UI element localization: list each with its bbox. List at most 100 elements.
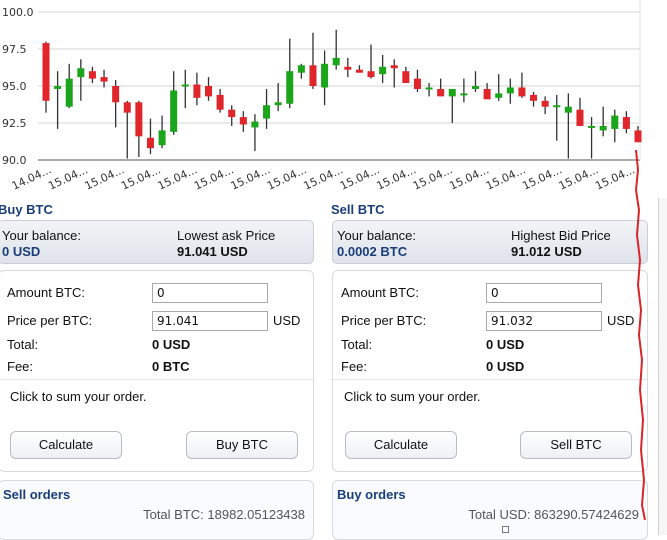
- x-tick-label: 15.04...: [557, 163, 601, 193]
- candle-body: [181, 84, 189, 87]
- sell-balance-box: Your balance: 0.0002 BTC Highest Bid Pri…: [332, 220, 648, 264]
- buy-balance-box: Your balance: 0 USD Lowest ask Price 91.…: [0, 220, 314, 264]
- x-tick-label: 15.04...: [302, 163, 346, 193]
- sell-btc-button[interactable]: Sell BTC: [520, 431, 632, 459]
- candle-body: [193, 84, 201, 98]
- y-tick-label: 100.0: [2, 6, 34, 19]
- candle-body: [170, 90, 178, 132]
- sell-amount-input[interactable]: [486, 283, 602, 303]
- candle-body: [483, 88, 491, 100]
- highest-bid-value: 91.012 USD: [511, 244, 582, 259]
- buy-balance-label: Your balance:: [2, 228, 82, 243]
- sell-orders-total: Total BTC: 18982.05123438: [143, 507, 305, 522]
- sell-total-value: 0 USD: [486, 337, 525, 352]
- candle-body: [495, 93, 503, 98]
- buy-panel-title: Buy BTC: [0, 202, 53, 217]
- candle-body: [390, 65, 398, 69]
- buy-price-unit: USD: [273, 313, 301, 328]
- candle-body: [239, 117, 247, 125]
- x-tick-label: 15.04...: [46, 163, 90, 193]
- candle-body: [425, 87, 433, 90]
- sell-fee-value: 0 USD: [486, 359, 525, 374]
- candle-body: [530, 94, 538, 101]
- resize-handle[interactable]: [502, 526, 509, 533]
- candle-body: [286, 71, 294, 104]
- x-tick-label: 15.04...: [83, 163, 127, 193]
- candle-body: [274, 102, 282, 106]
- sell-orders-title[interactable]: Sell orders: [3, 487, 71, 502]
- candle-body: [344, 66, 352, 70]
- sell-total-label: Total:: [341, 337, 373, 352]
- x-tick-label: 15.04...: [447, 163, 491, 193]
- candle-body: [54, 86, 62, 89]
- buy-balance-value: 0 USD: [2, 244, 41, 259]
- x-tick-label: 15.04...: [520, 163, 564, 193]
- x-tick-label: 15.04...: [265, 163, 309, 193]
- candle-body: [42, 43, 50, 101]
- x-tick-label: 15.04...: [119, 163, 163, 193]
- buy-price-input[interactable]: [152, 311, 268, 331]
- sell-calculate-button[interactable]: Calculate: [345, 431, 457, 459]
- x-tick-label: 15.04...: [593, 163, 637, 193]
- buy-calculate-button[interactable]: Calculate: [10, 431, 122, 459]
- candle-body: [309, 65, 317, 86]
- candle-body: [146, 137, 154, 149]
- buy-panel: Buy BTC Your balance: 0 USD Lowest ask P…: [0, 198, 314, 540]
- buy-fee-value: 0 BTC: [152, 359, 190, 374]
- x-tick-label: 15.04...: [229, 163, 273, 193]
- candle-body: [216, 94, 224, 110]
- sell-fee-label: Fee:: [341, 359, 368, 374]
- candle-body: [437, 88, 445, 97]
- buy-price-label: Price per BTC:: [7, 313, 93, 328]
- candle-body: [88, 71, 96, 79]
- candle-body: [564, 106, 572, 113]
- highest-bid-label: Highest Bid Price: [511, 228, 611, 243]
- candle-body: [263, 105, 271, 119]
- candle-body: [622, 117, 630, 129]
- price-chart: 100.0 97.5 95.0 92.5 90.0 14.04... 15.04... 15.…: [0, 0, 667, 198]
- candle-body: [460, 93, 468, 96]
- sell-price-input[interactable]: [486, 311, 602, 331]
- candle-body: [471, 86, 479, 89]
- candle-body: [100, 77, 108, 82]
- x-tick-label: 15.04...: [374, 163, 418, 193]
- candle-body: [228, 109, 236, 118]
- buy-orders-title[interactable]: Buy orders: [337, 487, 406, 502]
- sell-balance-label: Your balance:: [337, 228, 417, 243]
- sell-price-unit: USD: [607, 313, 635, 328]
- candle-body: [205, 86, 213, 97]
- candle-body: [448, 88, 456, 97]
- sell-form: Amount BTC: Price per BTC: USD Total: 0 …: [332, 270, 648, 472]
- sell-price-label: Price per BTC:: [341, 313, 427, 328]
- candlestick-chart: 100.097.595.092.590.014.04...15.04...15.…: [2, 0, 642, 193]
- page-scrollbar[interactable]: [658, 198, 667, 535]
- sell-amount-label: Amount BTC:: [341, 285, 420, 300]
- buy-total-value: 0 USD: [152, 337, 191, 352]
- candle-body: [158, 130, 166, 146]
- x-tick-label: 15.04...: [192, 163, 236, 193]
- candle-body: [599, 125, 607, 131]
- buy-hint: Click to sum your order.: [10, 389, 147, 404]
- buy-fee-label: Fee:: [7, 359, 34, 374]
- candle-body: [123, 102, 131, 113]
- buy-amount-input[interactable]: [152, 283, 268, 303]
- candle-body: [541, 100, 549, 107]
- candle-body: [332, 57, 340, 66]
- x-tick-label: 15.04...: [411, 163, 455, 193]
- buy-btc-button[interactable]: Buy BTC: [186, 431, 298, 459]
- candle-body: [518, 87, 526, 97]
- candle-body: [379, 66, 387, 75]
- sell-orders-box: Sell orders Total BTC: 18982.05123438: [0, 480, 314, 540]
- candle-body: [634, 130, 642, 143]
- buy-form: Amount BTC: Price per BTC: USD Total: 0 …: [0, 270, 314, 472]
- lowest-ask-label: Lowest ask Price: [177, 228, 276, 243]
- x-tick-label: 14.04...: [10, 163, 54, 193]
- candle-body: [297, 65, 305, 73]
- candle-body: [77, 68, 85, 78]
- lowest-ask-value: 91.041 USD: [177, 244, 248, 259]
- candle-body: [367, 71, 375, 78]
- candle-body: [112, 86, 120, 103]
- candle-body: [553, 105, 561, 108]
- candle-body: [135, 102, 143, 137]
- buy-total-label: Total:: [7, 337, 39, 352]
